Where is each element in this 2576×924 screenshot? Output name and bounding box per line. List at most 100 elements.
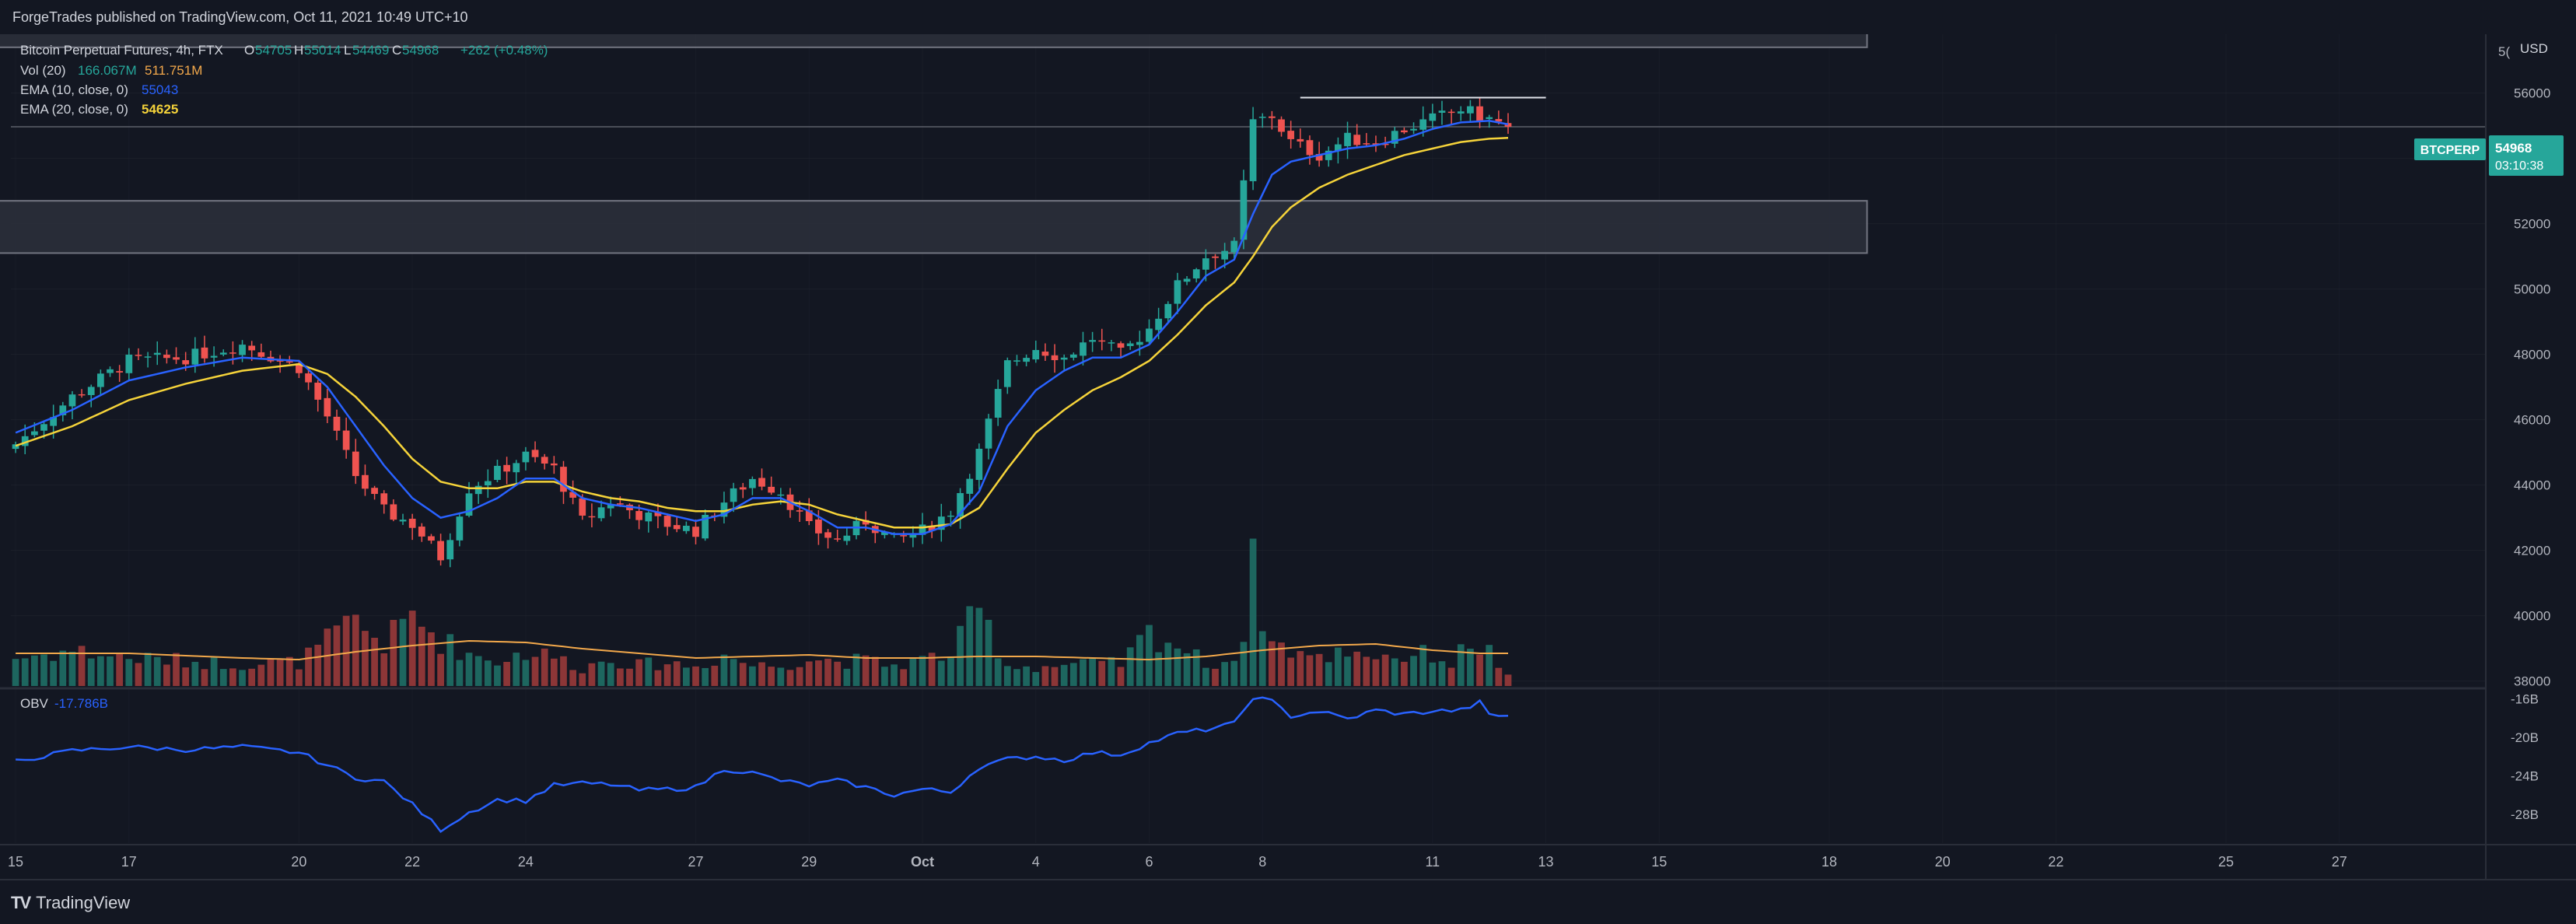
volume-bar [682,667,690,686]
candle-body [446,540,454,560]
legend-row-ema20[interactable]: EMA (20, close, 0) 54625 [20,102,178,117]
legend-row-ema10[interactable]: EMA (10, close, 0) 55043 [20,82,178,97]
obv-axis[interactable]: -16B -20B -24B -28B [2511,691,2539,822]
candle-body [1325,150,1332,160]
volume-bar [446,634,454,686]
volume-bar [1381,654,1389,686]
candle-body [1287,131,1295,139]
candle-body [1060,357,1068,360]
volume-bar [692,666,699,686]
volume-bar [1136,635,1143,686]
volume-bar [1069,663,1077,686]
candle-body [1174,280,1181,304]
volume-bar [1258,631,1266,686]
volume-bar [702,667,709,686]
candle-body [1126,343,1134,346]
volume-bar [267,659,275,686]
time-tick-label: 15 [1651,854,1667,870]
candle-body [219,352,227,355]
tradingview-logo[interactable]: TV TradingView [11,893,130,913]
candle-body [276,360,284,362]
candle-body [720,502,728,517]
candle-body [428,536,435,541]
volume-bar [607,663,614,686]
time-tick-label: Oct [911,854,934,870]
candle-body [1372,143,1380,145]
volume-bar [135,663,142,686]
candle-body [702,514,709,539]
candle-body [1155,318,1162,331]
obv-tick-label: -28B [2511,807,2539,822]
time-axis[interactable]: 15 17 20 22 24 27 29 Oct 4 6 8 11 13 15 18 20 22 25 27 [8,854,2347,870]
volume-bar [928,653,936,686]
candle-body [749,478,756,488]
volume-bar [635,659,643,686]
volume-bar [1419,645,1427,686]
volume-bar [87,658,95,686]
candle-body [692,527,699,537]
candle-body [1041,352,1049,356]
candle-body [68,394,76,407]
volume-bar [654,670,662,686]
tradingview-brand: TradingView [36,893,131,912]
candle-body [144,356,152,358]
candle-body [1013,360,1020,362]
candle-body [957,492,964,517]
volume-bar [1098,660,1106,686]
price-tick-label: 48000 [2514,348,2550,362]
currency-label[interactable]: USD [2520,41,2548,56]
volume-bar [1230,660,1238,686]
volume-bar [843,668,851,686]
time-tick-label: 8 [1258,854,1266,870]
price-tick-label: 38000 [2514,674,2550,689]
volume-bar [739,663,747,686]
legend-row-obv[interactable]: OBV -17.786B [20,696,108,711]
candle-body [474,485,482,495]
candle-body [560,467,567,492]
candle-body [843,535,851,541]
volume-bar [1297,651,1304,686]
volume-bar [1202,667,1209,686]
volume-bar [210,656,218,686]
volume-bar [1126,647,1134,686]
candle-body [1504,123,1512,127]
candle-body [550,463,558,466]
volume-bar [1089,658,1096,686]
candle-body [1240,180,1248,240]
time-tick-label: 6 [1145,854,1153,870]
supply-zone [0,200,1868,254]
candle-body [616,503,624,505]
time-tick-label: 22 [2048,854,2063,870]
candle-body [777,494,785,496]
candle-body [635,511,643,520]
volume-bar [1504,674,1512,686]
volume-bar [531,656,539,686]
time-tick-label: 20 [291,854,306,870]
volume-bar [163,664,170,686]
volume-bar [380,653,388,686]
legend-vol-value1: 166.067M [78,63,137,78]
candle-body [1410,128,1417,131]
volume-bar [758,662,765,686]
legend-ema10-value: 55043 [142,82,178,97]
legend-row-symbol[interactable]: Bitcoin Perpetual Futures, 4h, FTX O 547… [20,43,548,58]
volume-bar [1287,657,1295,686]
volume-bar [1212,668,1219,686]
time-tick-label: 20 [1935,854,1951,870]
volume-bar [1372,659,1380,686]
time-tick-label: 15 [8,854,23,870]
volume-bar [560,656,567,686]
volume-bar [1023,666,1030,686]
volume-bar [219,669,227,686]
candle-body [1467,106,1474,114]
candle-body [305,373,312,383]
candle-body [201,347,208,359]
price-badge: BTCPERP 54968 03:10:38 [2414,135,2564,176]
volume-bar [503,662,510,686]
legend-row-volume[interactable]: Vol (20) 166.067M 511.751M [20,63,202,78]
candle-body [1344,132,1351,146]
candle-body [569,492,577,498]
legend-symbol: Bitcoin Perpetual Futures, 4h, FTX [20,43,223,58]
volume-bar [399,618,407,686]
price-chart[interactable]: 38000 40000 42000 44000 46000 48000 50000 52000… [0,34,2576,879]
